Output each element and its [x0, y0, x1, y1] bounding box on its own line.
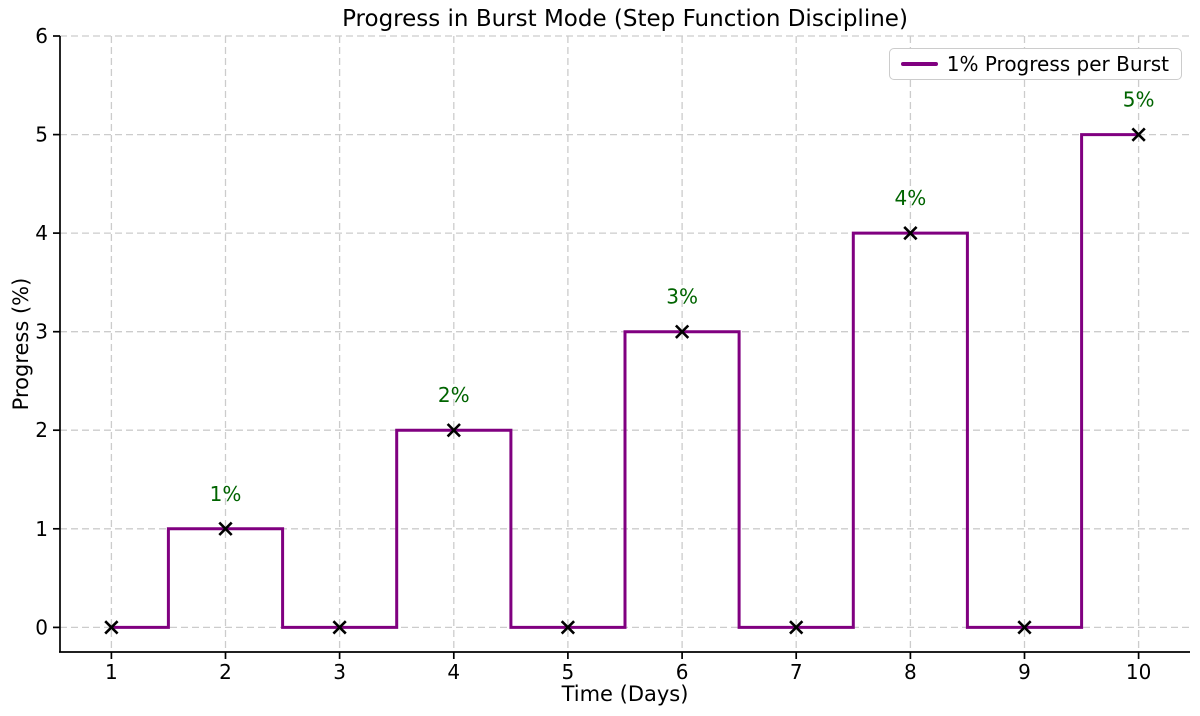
x-tick-label: 5	[562, 660, 575, 684]
step-line	[111, 133, 1139, 629]
y-tick-label: 4	[35, 221, 48, 245]
data-marker	[789, 620, 804, 635]
y-tick-label: 3	[35, 320, 48, 344]
chart-title: Progress in Burst Mode (Step Function Di…	[342, 6, 908, 32]
data-marker	[332, 620, 347, 635]
data-marker	[1017, 620, 1032, 635]
x-tick-label: 3	[333, 660, 346, 684]
data-marker	[674, 324, 690, 339]
legend-line-sample-icon	[900, 62, 938, 66]
legend-label: 1% Progress per Burst	[946, 52, 1169, 76]
data-annotation: 4%	[895, 186, 927, 210]
data-marker	[446, 423, 461, 438]
legend: 1% Progress per Burst	[888, 48, 1182, 80]
y-tick-label: 1	[35, 517, 48, 541]
data-annotation: 3%	[666, 285, 698, 309]
x-axis-label: Time (Days)	[561, 682, 689, 706]
data-marker	[104, 620, 119, 635]
y-tick-label: 2	[35, 418, 48, 442]
data-marker	[560, 620, 576, 635]
data-annotation: 5%	[1123, 88, 1155, 112]
data-marker	[1131, 127, 1146, 142]
y-tick-label: 0	[35, 615, 48, 639]
data-marker	[218, 521, 233, 536]
x-tick-label: 4	[447, 660, 460, 684]
x-tick-label: 6	[676, 660, 689, 684]
data-marker	[903, 225, 918, 241]
y-tick-label: 6	[35, 24, 48, 48]
x-tick-label: 7	[790, 660, 803, 684]
x-tick-label: 9	[1018, 660, 1031, 684]
x-tick-label: 1	[105, 660, 118, 684]
x-tick-label: 8	[904, 660, 917, 684]
y-axis-label: Progress (%)	[9, 277, 33, 411]
x-tick-label: 2	[219, 660, 232, 684]
x-tick-label: 10	[1126, 660, 1151, 684]
data-annotation: 2%	[438, 383, 470, 407]
data-annotation: 1%	[210, 482, 242, 506]
y-tick-label: 5	[35, 123, 48, 147]
